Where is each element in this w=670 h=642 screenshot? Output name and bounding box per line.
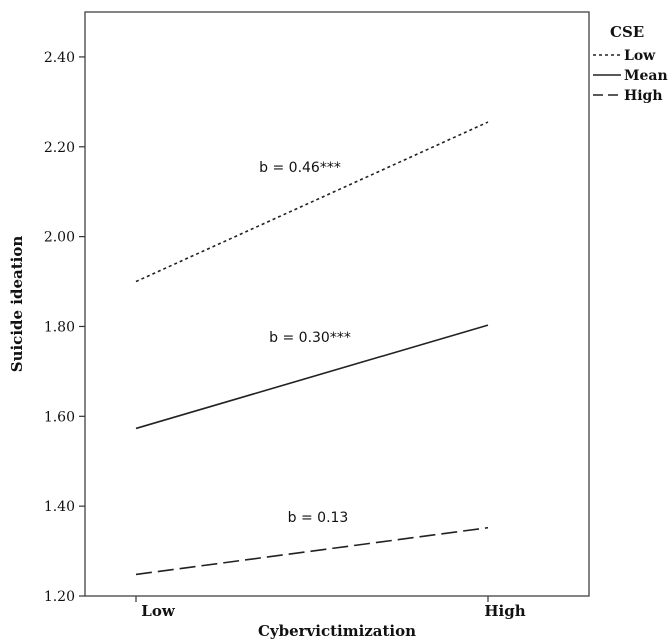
slope-annotation-low: b = 0.46***	[259, 160, 341, 176]
legend-label-mean: Mean	[624, 68, 668, 84]
series-line-high	[135, 526, 489, 576]
legend-title: CSE	[610, 23, 644, 41]
y-tick-label: 1.60	[44, 409, 75, 425]
y-axis: 1.20 1.40 1.60 1.80 2.00 2.20 2.40	[44, 50, 85, 605]
series-line-low	[135, 121, 489, 283]
y-tick-label: 2.20	[44, 140, 75, 156]
y-tick-label: 2.00	[44, 230, 75, 246]
x-axis: Low High	[135, 596, 526, 620]
slope-annotation-mean: b = 0.30***	[269, 330, 351, 346]
legend-label-low: Low	[624, 48, 656, 64]
y-tick-label: 1.40	[44, 499, 75, 515]
x-tick-label: Low	[141, 602, 176, 620]
y-tick-label: 2.40	[44, 50, 75, 66]
y-tick-label: 1.80	[44, 319, 75, 335]
series-line-mean	[135, 324, 489, 430]
plot-frame	[84, 11, 590, 597]
x-axis-label: Cybervictimization	[258, 622, 416, 640]
legend-label-high: High	[624, 88, 663, 104]
legend: CSE Low Mean High	[593, 23, 668, 104]
x-tick-label: High	[484, 602, 525, 620]
slope-annotations: b = 0.46*** b = 0.30*** b = 0.13	[259, 160, 351, 526]
y-axis-label: Suicide ideation	[8, 236, 26, 373]
y-tick-label: 1.20	[44, 589, 75, 605]
series-lines	[135, 121, 489, 576]
slope-annotation-high: b = 0.13	[288, 510, 349, 526]
